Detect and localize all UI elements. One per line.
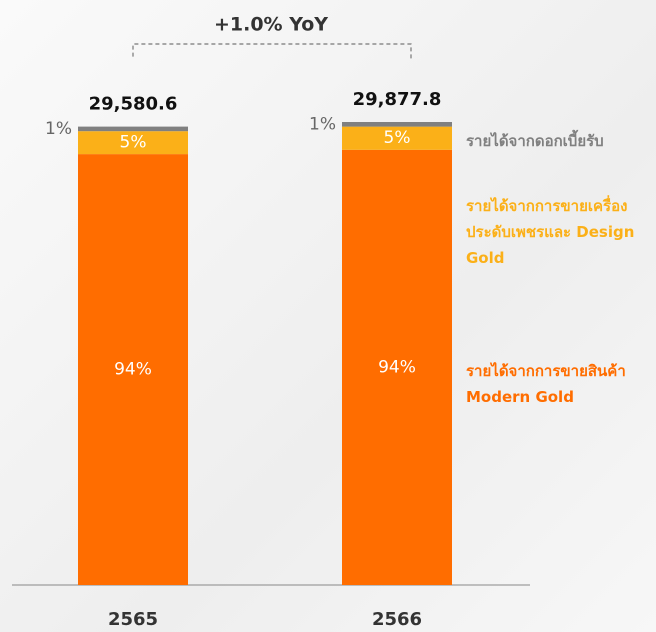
- value-label: 5%: [384, 128, 411, 148]
- yoy-bracket: [133, 44, 411, 60]
- x-tick-label: 2566: [372, 609, 422, 630]
- total-label: 29,580.6: [89, 94, 178, 115]
- bar-segment: [342, 122, 452, 127]
- chart: +1.0% YoY 94% 5% 1% 29,580.6 2565 94% 5% 1% 29,8…: [0, 0, 656, 632]
- annotation: +1.0% YoY: [214, 14, 328, 36]
- total-label: 29,877.8: [353, 89, 442, 110]
- value-label: 94%: [378, 357, 416, 377]
- x-tick-label: 2565: [108, 609, 158, 630]
- legend-entry: รายได้จากดอกเบี้ยรับ: [466, 128, 654, 154]
- value-label: 5%: [120, 133, 147, 153]
- page: +1.0% YoY 94% 5% 1% 29,580.6 2565 94% 5% 1% 29,8…: [0, 0, 656, 632]
- value-label: 94%: [114, 360, 152, 380]
- legend-entry: รายได้จากการขายสินค้า Modern Gold: [466, 358, 654, 410]
- value-label: 1%: [45, 119, 72, 139]
- legend-entry: รายได้จากการขายเครื่องประดับเพชรและ Desi…: [466, 193, 654, 271]
- bar-segment: [78, 127, 188, 132]
- value-label: 1%: [309, 114, 336, 134]
